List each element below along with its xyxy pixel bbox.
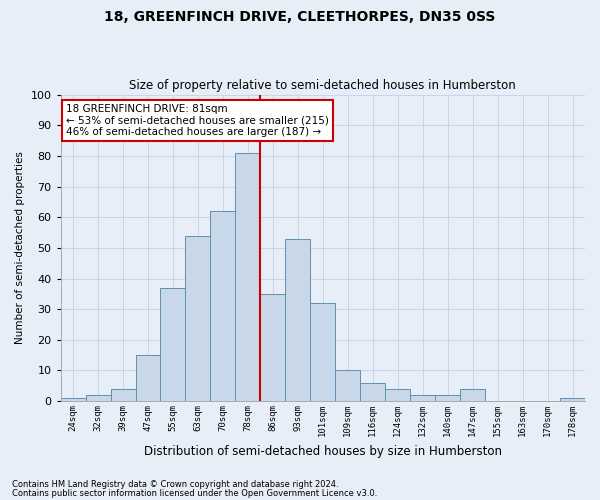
Bar — [61, 398, 86, 401]
Bar — [435, 395, 460, 401]
Title: Size of property relative to semi-detached houses in Humberston: Size of property relative to semi-detach… — [130, 79, 516, 92]
Bar — [260, 294, 286, 401]
Bar — [110, 389, 136, 401]
Bar — [560, 398, 585, 401]
Bar — [360, 382, 385, 401]
Bar — [460, 389, 485, 401]
Text: Contains public sector information licensed under the Open Government Licence v3: Contains public sector information licen… — [12, 488, 377, 498]
Bar — [160, 288, 185, 401]
Text: 18, GREENFINCH DRIVE, CLEETHORPES, DN35 0SS: 18, GREENFINCH DRIVE, CLEETHORPES, DN35 … — [104, 10, 496, 24]
Bar — [410, 395, 435, 401]
Bar — [235, 153, 260, 401]
Bar — [86, 395, 110, 401]
Bar — [136, 355, 160, 401]
Bar — [385, 389, 410, 401]
Bar — [335, 370, 360, 401]
Text: Contains HM Land Registry data © Crown copyright and database right 2024.: Contains HM Land Registry data © Crown c… — [12, 480, 338, 489]
Text: 18 GREENFINCH DRIVE: 81sqm
← 53% of semi-detached houses are smaller (215)
46% o: 18 GREENFINCH DRIVE: 81sqm ← 53% of semi… — [66, 104, 329, 137]
Y-axis label: Number of semi-detached properties: Number of semi-detached properties — [15, 152, 25, 344]
Bar — [211, 211, 235, 401]
Bar — [185, 236, 211, 401]
Bar — [310, 303, 335, 401]
X-axis label: Distribution of semi-detached houses by size in Humberston: Distribution of semi-detached houses by … — [144, 444, 502, 458]
Bar — [286, 238, 310, 401]
